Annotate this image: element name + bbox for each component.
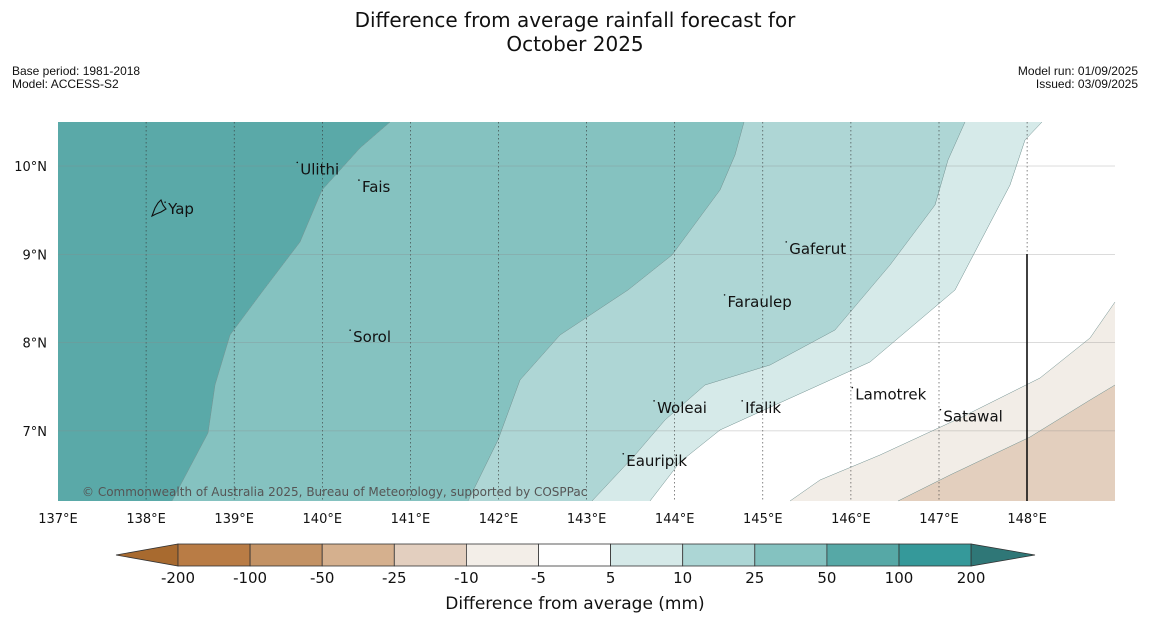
island-dot [723, 294, 726, 296]
colorbar-segment [177, 543, 251, 567]
island-dot [851, 386, 854, 389]
colorbar-tick-label: 5 [606, 569, 616, 587]
lon-tick-label: 147°E [919, 512, 959, 527]
place-label: Satawal [943, 408, 1002, 426]
island-dot [164, 201, 166, 203]
map-panel: Yap Ulithi Fais Gaferut Faraulep Sorol Woleai I… [58, 121, 1116, 502]
colorbar-tick-label: 200 [957, 569, 986, 587]
island-dot [939, 408, 942, 411]
colorbar-segment [465, 543, 539, 567]
island-dot [358, 179, 360, 181]
longitude-ticks: 137°E 138°E 139°E 140°E 141°E 142°E 143°E 144°E… [38, 512, 1047, 527]
place-label: Yap [167, 200, 194, 218]
lon-tick-label: 138°E [126, 512, 166, 527]
lat-tick-label: 10°N [14, 160, 47, 175]
title-line-2: October 2025 [506, 32, 644, 56]
band-10-25 [468, 122, 965, 501]
colorbar-segment [393, 543, 467, 567]
lon-tick-label: 142°E [479, 512, 519, 527]
colorbar-extend-left [115, 543, 179, 567]
model-run: Model run: 01/09/2025 [1017, 64, 1138, 78]
place-label: Fais [362, 178, 391, 196]
place-label: Sorol [353, 328, 391, 346]
island-dot [349, 329, 351, 331]
colorbar-tick-label: -100 [233, 569, 267, 587]
colorbar-tick-label: -5 [531, 569, 546, 587]
issued-date: Issued: 03/09/2025 [1035, 77, 1138, 91]
lon-tick-label: 146°E [831, 512, 871, 527]
colorbar-segment [610, 543, 684, 567]
island-dot [785, 241, 788, 243]
lon-tick-label: 140°E [303, 512, 343, 527]
lon-tick-label: 143°E [567, 512, 607, 527]
model-name: Model: ACCESS-S2 [12, 77, 119, 91]
colorbar-tick-label: 25 [745, 569, 764, 587]
yap-island-outline [150, 199, 167, 218]
colorbar-segment [898, 543, 972, 567]
band-50-100 [58, 122, 390, 501]
island-dot [622, 453, 625, 455]
band-neg10-neg25 [898, 385, 1115, 501]
band-25-50 [172, 122, 744, 501]
colorbar-tick-label: 50 [817, 569, 836, 587]
place-label: Woleai [657, 399, 707, 417]
place-label: Lamotrek [855, 386, 926, 404]
lon-tick-label: 139°E [214, 512, 254, 527]
colorbar-tick-label: -25 [382, 569, 407, 587]
colorbar-segment [754, 543, 828, 567]
island-dot [653, 400, 655, 402]
map-title: Difference from average rainfall forecas… [0, 8, 1150, 56]
colorbar-segment [249, 543, 323, 567]
lon-tick-label: 141°E [391, 512, 431, 527]
place-label: Ifalik [745, 399, 781, 417]
place-label: Faraulep [728, 293, 792, 311]
colorbar-segment [321, 543, 395, 567]
colorbar: -200 -100 -50 -25 -10 -5 5 10 25 50 100 200 [115, 543, 1036, 587]
latitude-ticks: 10°N 9°N 8°N 7°N [14, 160, 47, 440]
colorbar-segment [682, 543, 756, 567]
copyright-text: © Commonwealth of Australia 2025, Bureau… [82, 485, 587, 499]
colorbar-tick-label: -200 [161, 569, 195, 587]
place-labels: Yap Ulithi Fais Gaferut Faraulep Sorol Woleai I… [164, 160, 1003, 470]
colorbar-extend-right [970, 543, 1036, 567]
lat-tick-label: 8°N [23, 337, 48, 352]
colorbar-tick-label: 100 [885, 569, 914, 587]
meta-left: Base period: 1981-2018 Model: ACCESS-S2 [12, 65, 140, 91]
colorbar-tick-label: -50 [310, 569, 335, 587]
title-line-1: Difference from average rainfall forecas… [354, 8, 796, 32]
island-dot [741, 400, 743, 402]
band-5-10 [592, 122, 1042, 501]
place-label: Eauripik [626, 452, 687, 470]
lon-tick-label: 145°E [743, 512, 783, 527]
lon-tick-label: 137°E [38, 512, 78, 527]
lat-tick-label: 7°N [23, 425, 48, 440]
place-label: Gaferut [789, 240, 846, 258]
colorbar-segment [538, 543, 611, 567]
colorbar-label: Difference from average (mm) [445, 594, 705, 614]
lat-tick-label: 9°N [23, 248, 48, 263]
colorbar-tick-label: 10 [673, 569, 692, 587]
lon-tick-label: 144°E [655, 512, 695, 527]
colorbar-tick-label: -10 [454, 569, 479, 587]
contour-lines [171, 121, 1116, 502]
meta-right: Model run: 01/09/2025 Issued: 03/09/2025 [1018, 65, 1138, 91]
base-period: Base period: 1981-2018 [12, 64, 141, 78]
lon-tick-label: 148°E [1007, 512, 1047, 527]
colorbar-segment [826, 543, 900, 567]
place-label: Ulithi [300, 160, 339, 178]
island-dot [296, 161, 299, 164]
